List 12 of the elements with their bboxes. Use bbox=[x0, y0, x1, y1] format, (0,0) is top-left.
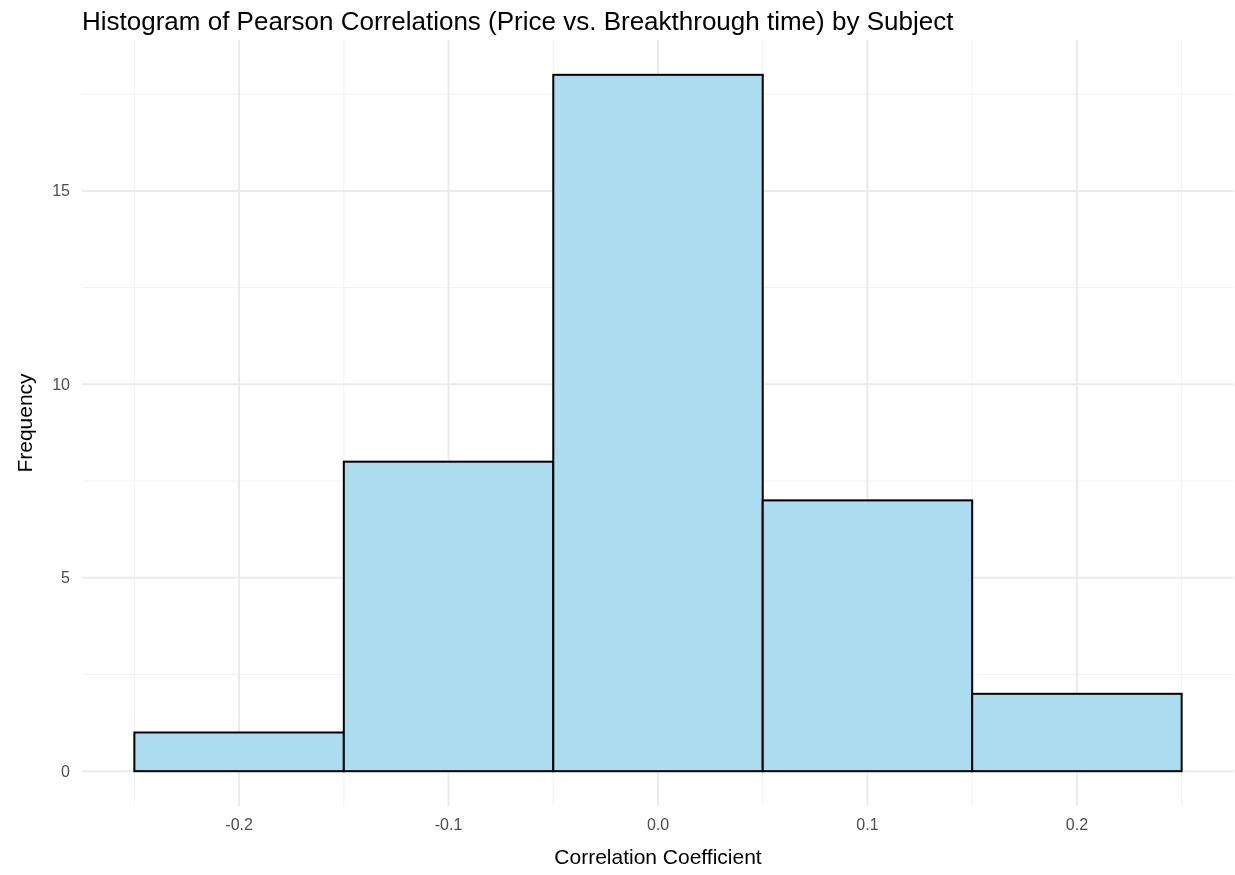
y-tick-label: 0 bbox=[61, 762, 71, 780]
x-axis-title: Correlation Coefficient bbox=[554, 845, 762, 868]
y-tick-label: 15 bbox=[52, 182, 71, 200]
x-tick-label: 0.1 bbox=[856, 816, 879, 833]
x-tick-label: 0.0 bbox=[646, 816, 670, 833]
y-axis-title: Frequency bbox=[13, 372, 36, 473]
chart-title: Histogram of Pearson Correlations (Price vs. Breakthrough time) by Subject bbox=[82, 6, 955, 36]
y-tick-label: 5 bbox=[61, 569, 71, 587]
x-tick-label: -0.2 bbox=[225, 816, 253, 833]
x-tick-label: 0.2 bbox=[1065, 816, 1089, 833]
y-tick-label: 10 bbox=[52, 375, 71, 393]
x-tick-label: -0.1 bbox=[434, 816, 463, 833]
